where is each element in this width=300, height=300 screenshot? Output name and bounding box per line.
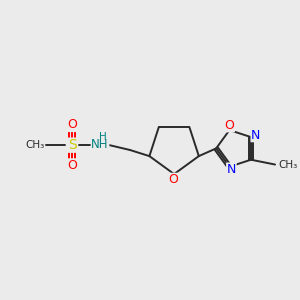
Text: N: N — [227, 163, 236, 176]
Text: O: O — [224, 119, 234, 132]
Text: O: O — [67, 118, 77, 131]
Text: CH₃: CH₃ — [25, 140, 44, 150]
Text: O: O — [67, 159, 77, 172]
Text: S: S — [68, 138, 76, 152]
Text: CH₃: CH₃ — [278, 160, 297, 170]
Text: N: N — [251, 129, 260, 142]
Text: H: H — [99, 131, 107, 142]
Text: NH: NH — [91, 138, 109, 151]
Text: O: O — [168, 173, 178, 186]
